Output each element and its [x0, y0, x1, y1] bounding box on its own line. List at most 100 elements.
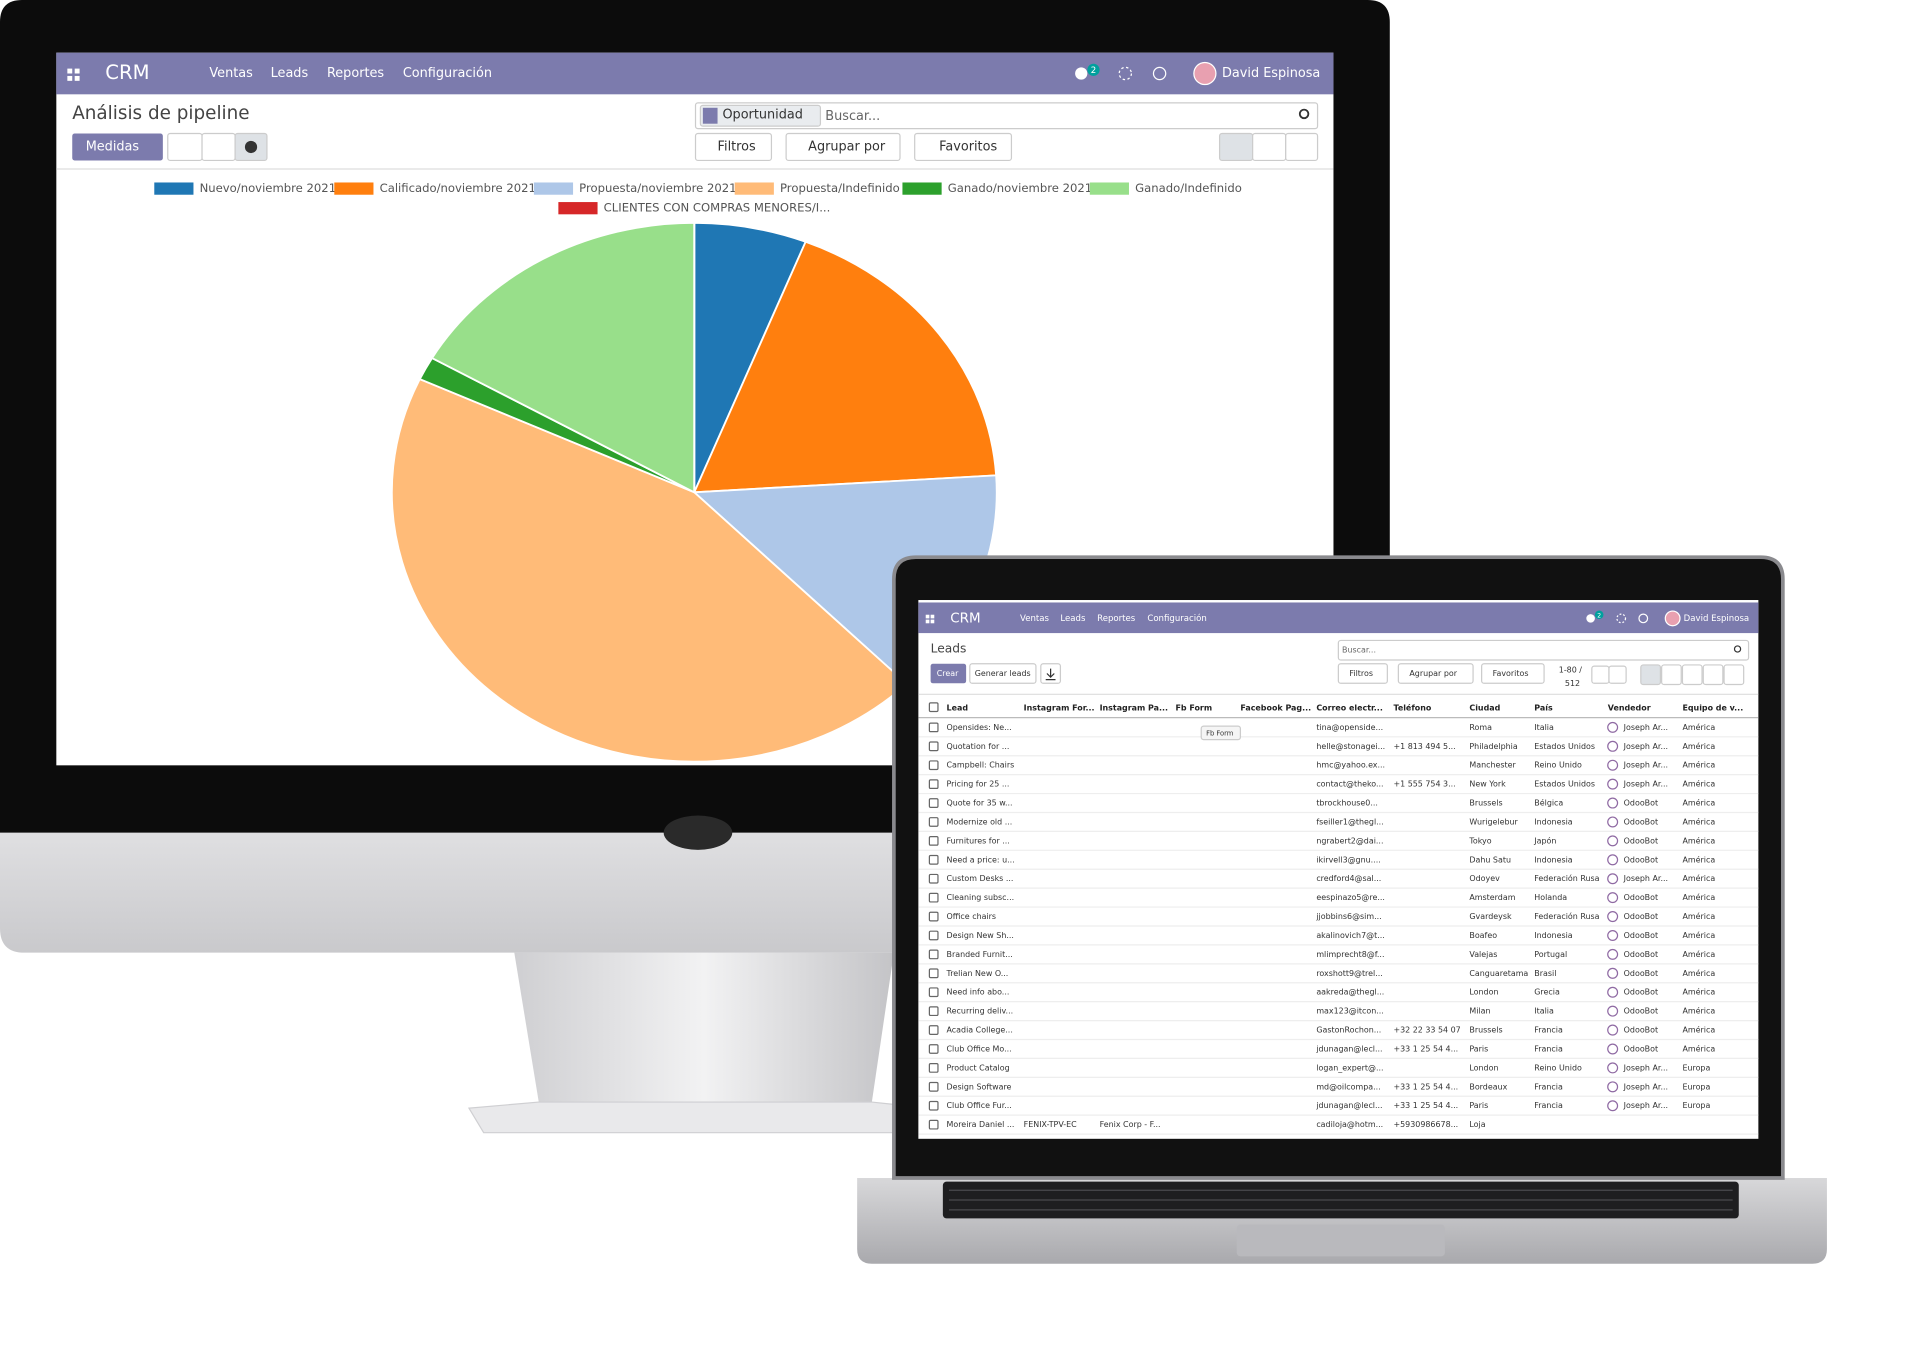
menu-item[interactable]: Ventas — [209, 66, 253, 81]
cell: Bordeaux — [1469, 1082, 1507, 1091]
row-checkbox[interactable] — [928, 892, 939, 903]
cell: jdunagan@lecl... — [1315, 1101, 1382, 1110]
row-checkbox[interactable] — [928, 835, 939, 846]
pager-next — [1608, 665, 1627, 684]
cell: Custom Desks ... — [947, 874, 1014, 883]
cell: OdooBot — [1624, 1007, 1658, 1016]
measures-label[interactable]: Medidas — [86, 139, 140, 154]
row-checkbox[interactable] — [928, 779, 939, 790]
salesperson-avatar — [1607, 948, 1619, 960]
cell: Italia — [1534, 1007, 1554, 1016]
cell: Amsterdam — [1469, 893, 1515, 902]
filters-button — [1337, 663, 1388, 684]
menu-item[interactable]: Configuración — [403, 66, 492, 81]
row-checkbox[interactable] — [928, 1119, 939, 1130]
row-checkbox[interactable] — [928, 854, 939, 865]
column-header[interactable]: Ciudad — [1469, 703, 1500, 712]
apps-icon — [67, 75, 73, 81]
cell: Joseph Ar... — [1623, 1063, 1668, 1072]
menu-item[interactable]: Configuración — [1147, 613, 1206, 624]
cell: Club Office Fur... — [947, 1101, 1012, 1110]
group-button-label[interactable]: Agrupar por — [1409, 669, 1457, 678]
row-checkbox[interactable] — [928, 968, 939, 979]
cell: América — [1682, 741, 1715, 751]
cell: hmc@yahoo.ex... — [1316, 761, 1385, 770]
cell: Joseph Ar... — [1623, 1082, 1668, 1091]
group-button-label[interactable]: Agrupar por — [808, 139, 886, 154]
favorites-button-label[interactable]: Favoritos — [1493, 669, 1529, 678]
row-checkbox[interactable] — [928, 741, 939, 752]
row-checkbox[interactable] — [928, 817, 939, 827]
menu-item[interactable]: Ventas — [1020, 614, 1049, 624]
column-header[interactable]: Instagram Pa... — [1100, 703, 1168, 712]
column-header[interactable]: Equipo de v... — [1682, 703, 1743, 712]
menu-item[interactable]: Reportes — [327, 66, 384, 81]
cell: Francia — [1534, 1026, 1563, 1035]
badge — [1087, 63, 1100, 76]
generate-label[interactable]: Generar leads — [975, 669, 1031, 678]
row-checkbox[interactable] — [928, 1100, 939, 1111]
legend-label: CLIENTES CON COMPRAS MENORES/I... — [604, 201, 831, 215]
column-header[interactable]: Vendedor — [1608, 703, 1651, 712]
row-checkbox[interactable] — [928, 987, 939, 998]
cell: Boafeo — [1469, 931, 1497, 940]
row-checkbox[interactable] — [928, 911, 939, 922]
apps-icon — [67, 68, 73, 74]
cell: Quotation for ... — [947, 742, 1010, 751]
apps-icon — [930, 619, 935, 624]
cell: Campbell: Chairs — [947, 761, 1015, 770]
search-icon — [1298, 108, 1310, 120]
row-checkbox[interactable] — [928, 798, 939, 808]
download-icon — [1045, 668, 1056, 681]
create-label[interactable]: Crear — [937, 669, 959, 678]
apps-icon — [74, 68, 80, 74]
cell: Europa — [1682, 1082, 1710, 1091]
cell: Quote for 35 w... — [947, 799, 1013, 808]
menu-item[interactable]: Leads — [1060, 614, 1086, 624]
column-header[interactable]: País — [1534, 703, 1553, 712]
legend-label: Nuevo/noviembre 2021 — [200, 181, 337, 195]
cell: jjobbins6@sim... — [1315, 912, 1381, 921]
cell: Brussels — [1469, 799, 1502, 808]
cell: Gvardeysk — [1469, 912, 1512, 921]
cell: Tokyo — [1468, 836, 1491, 845]
row-checkbox[interactable] — [928, 722, 939, 733]
row-checkbox[interactable] — [928, 1025, 939, 1035]
salesperson-avatar — [1607, 778, 1619, 790]
row-checkbox[interactable] — [928, 1006, 939, 1017]
row-checkbox[interactable] — [928, 1081, 939, 1092]
column-header[interactable]: Fb Form — [1176, 703, 1213, 712]
filters-button-label[interactable]: Filtros — [718, 139, 756, 154]
menu-item[interactable]: Reportes — [1097, 614, 1136, 624]
legend-swatch — [558, 202, 598, 215]
row-checkbox[interactable] — [928, 1063, 939, 1073]
tooltip-text: Fb Form — [1206, 730, 1233, 738]
salesperson-avatar — [1607, 1081, 1619, 1093]
row-checkbox[interactable] — [928, 873, 939, 884]
column-header[interactable]: Teléfono — [1393, 702, 1431, 712]
row-checkbox[interactable] — [928, 760, 939, 771]
row-checkbox[interactable] — [928, 949, 939, 960]
cell: OdooBot — [1624, 1026, 1658, 1035]
clock-icon — [1152, 66, 1167, 81]
cell: OdooBot — [1624, 988, 1658, 997]
salesperson-avatar — [1607, 835, 1619, 847]
menu-item[interactable]: Leads — [271, 66, 309, 81]
favorites-button-label[interactable]: Favoritos — [939, 139, 997, 154]
filters-button-label[interactable]: Filtros — [1349, 669, 1373, 678]
column-header[interactable]: Correo electr... — [1316, 703, 1383, 712]
cell: Moreira Daniel ... — [947, 1120, 1015, 1129]
column-header[interactable]: Lead — [947, 703, 969, 712]
cell: +33 1 25 54 4... — [1393, 1101, 1458, 1110]
row-checkbox[interactable] — [928, 930, 939, 941]
row-checkbox[interactable] — [928, 1044, 939, 1054]
cell: Pricing for 25 ... — [947, 780, 1010, 789]
column-header[interactable]: Facebook Pag... — [1240, 703, 1311, 712]
cell: Estados Unidos — [1534, 780, 1595, 789]
column-header[interactable]: Instagram For... — [1024, 703, 1095, 712]
salesperson-avatar — [1607, 1043, 1619, 1055]
cell: América — [1682, 1025, 1715, 1035]
cell: London — [1469, 988, 1498, 997]
cell: Wurigelebur — [1469, 817, 1518, 826]
cell: Joseph Ar... — [1623, 742, 1668, 751]
